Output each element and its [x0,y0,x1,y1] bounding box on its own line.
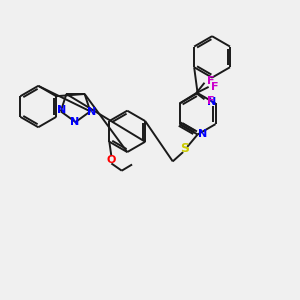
Text: F: F [207,76,214,86]
Text: S: S [180,142,189,155]
Text: F: F [211,82,218,92]
Text: N: N [207,98,216,107]
Text: F: F [207,96,214,106]
Text: O: O [107,155,116,165]
Text: N: N [198,130,208,140]
Text: N: N [70,117,79,127]
Text: N: N [57,105,66,115]
Text: N: N [87,107,96,117]
